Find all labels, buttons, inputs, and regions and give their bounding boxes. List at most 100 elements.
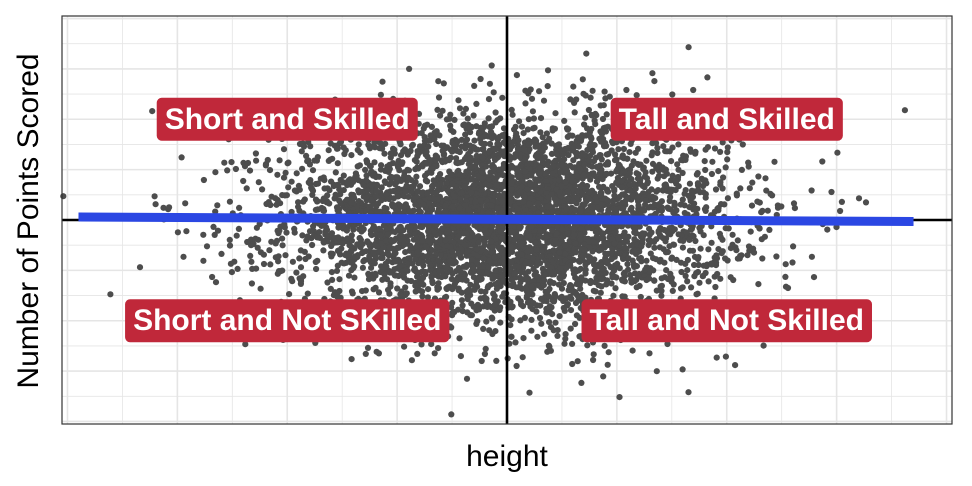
scatter-point [404, 277, 411, 284]
scatter-point [494, 140, 501, 148]
scatter-point [669, 287, 676, 294]
scatter-point [446, 258, 453, 265]
scatter-point [381, 205, 389, 212]
scatter-point [427, 262, 434, 269]
scatter-point [700, 272, 707, 279]
scatter-point [727, 274, 734, 281]
scatter-point [647, 250, 654, 257]
scatter-point [499, 259, 506, 266]
scatter-point [702, 166, 709, 174]
scatter-point [356, 235, 363, 242]
scatter-point [546, 253, 554, 260]
scatter-point [182, 200, 189, 207]
scatter-point [493, 357, 500, 364]
scatter-point [627, 140, 634, 147]
scatter-point [626, 170, 633, 177]
scatter-point [609, 140, 617, 147]
scatter-point [428, 341, 435, 348]
scatter-point [702, 194, 709, 201]
scatter-point [136, 264, 144, 271]
scatter-point [518, 251, 525, 258]
scatter-point [577, 183, 584, 190]
scatter-point [447, 126, 455, 134]
scatter-point [493, 174, 500, 181]
scatter-point [414, 248, 421, 255]
scatter-point [435, 280, 442, 287]
scatter-point [513, 167, 521, 174]
scatter-point [273, 201, 280, 208]
scatter-point [402, 284, 409, 291]
scatter-point [587, 279, 594, 287]
scatter-point [387, 150, 394, 157]
scatter-point [275, 258, 282, 265]
scatter-point [533, 247, 540, 254]
scatter-point [629, 347, 636, 354]
scatter-point [379, 142, 386, 149]
scatter-point [590, 238, 597, 245]
scatter-point [562, 250, 569, 257]
scatter-point [299, 165, 306, 172]
scatter-point [228, 269, 235, 276]
scatter-point [491, 156, 499, 163]
scatter-point [471, 82, 478, 89]
scatter-point [544, 83, 551, 90]
scatter-point [725, 225, 732, 232]
scatter-point [517, 162, 524, 169]
scatter-point [755, 173, 762, 180]
scatter-point [515, 137, 522, 144]
scatter-point [746, 185, 753, 192]
scatter-point [285, 184, 292, 191]
scatter-point [326, 200, 333, 207]
scatter-point [721, 201, 728, 208]
scatter-point [485, 115, 492, 122]
scatter-point [632, 226, 639, 233]
scatter-point [300, 198, 307, 205]
scatter-point [500, 277, 507, 284]
scatter-point [359, 241, 366, 248]
scatter-point [569, 177, 576, 185]
scatter-point [367, 203, 374, 210]
scatter-point [345, 272, 353, 279]
scatter-point [475, 306, 483, 313]
scatter-point [232, 165, 239, 173]
scatter-point [663, 267, 670, 274]
scatter-point [348, 152, 355, 159]
scatter-point [387, 224, 394, 231]
scatter-point [808, 253, 816, 260]
scatter-point [228, 159, 235, 166]
scatter-point [422, 177, 429, 184]
scatter-point [378, 162, 385, 169]
scatter-point [620, 205, 627, 212]
scatter-point [594, 270, 602, 277]
scatter-point [572, 299, 580, 307]
scatter-point [351, 274, 358, 281]
scatter-point [397, 291, 404, 298]
scatter-point [572, 249, 580, 256]
scatter-point [633, 284, 640, 291]
scatter-point [747, 228, 754, 235]
scatter-point [482, 132, 489, 139]
scatter-point [406, 255, 413, 262]
scatter-point [591, 261, 598, 268]
scatter-point [608, 147, 615, 154]
scatter-point [693, 291, 700, 298]
scatter-point [524, 248, 531, 255]
scatter-point [461, 183, 468, 190]
scatter-point [498, 235, 505, 242]
scatter-point [405, 174, 412, 181]
scatter-point [522, 168, 529, 175]
scatter-point [335, 234, 342, 241]
scatter-point [657, 283, 664, 290]
scatter-point [420, 201, 427, 208]
scatter-point [288, 178, 295, 185]
scatter-point [438, 142, 445, 149]
scatter-point [362, 248, 370, 255]
scatter-point [356, 189, 363, 196]
scatter-point [368, 182, 375, 189]
scatter-point [381, 271, 388, 278]
scatter-point [537, 115, 545, 122]
scatter-point [642, 197, 649, 204]
scatter-point [646, 275, 653, 282]
scatter-point [525, 141, 533, 148]
scatter-point [369, 225, 376, 232]
